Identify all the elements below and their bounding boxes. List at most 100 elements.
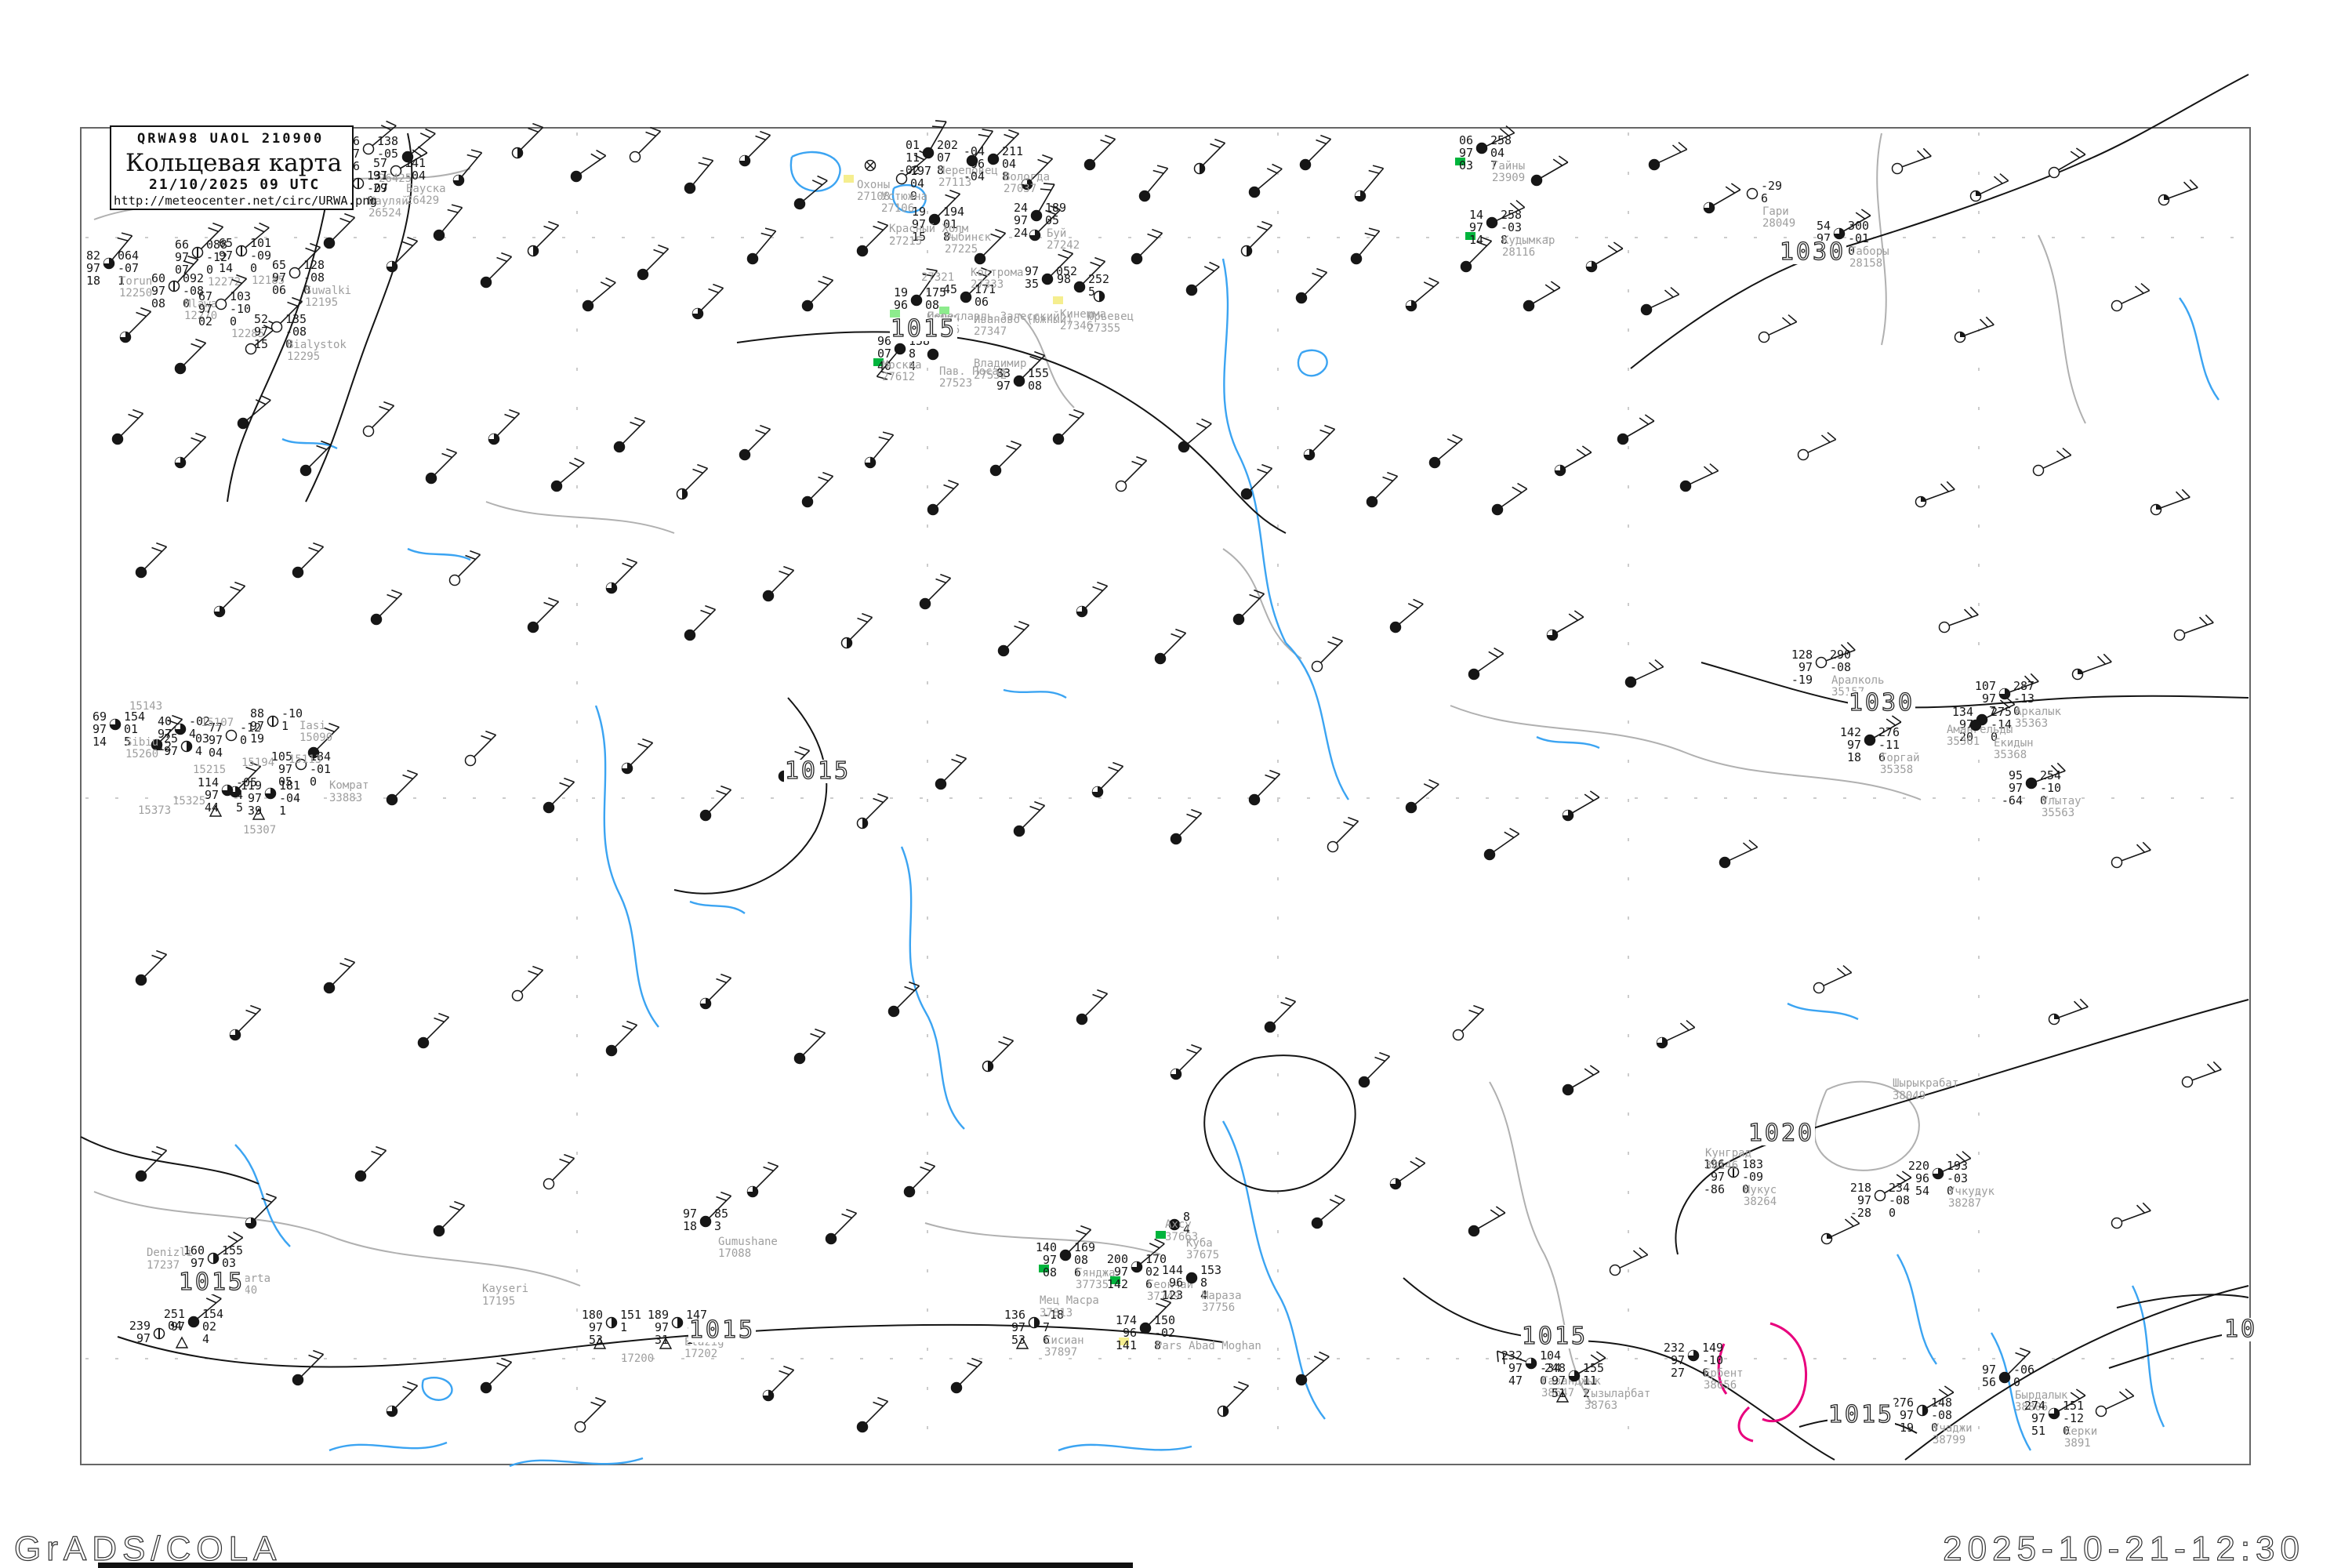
wind-barb-feather (230, 586, 241, 592)
cloud-cover-icon (692, 308, 698, 314)
cloud-cover-icon (1171, 833, 1181, 844)
wind-barb-feather (1050, 205, 1061, 211)
wind-barb-feather (799, 746, 810, 752)
cloud-cover-icon (747, 1186, 753, 1192)
station-mark (605, 1020, 638, 1057)
cloud-cover-icon (1999, 688, 2005, 694)
map-label: Комрат (329, 779, 369, 792)
station-value-right: 0 (1742, 1182, 1749, 1196)
wind-barb-feather (1272, 163, 1283, 170)
station-mark (1170, 808, 1203, 845)
map-label: Ахсу (1165, 1218, 1192, 1231)
station-value-right: 155 (1583, 1361, 1604, 1375)
wind-barb-feather (1999, 699, 2009, 708)
station-mark (1428, 434, 1463, 469)
wind-barb-feather (2075, 147, 2086, 155)
station-value-right: -08 (1931, 1408, 1952, 1422)
station-value-right: 03 (222, 1256, 236, 1270)
wind-barb (2009, 681, 2039, 693)
wind-barb-feather (909, 981, 920, 987)
wind-barb-feather (548, 597, 559, 603)
wind-barb (756, 1165, 779, 1189)
station-value-left: 97 (278, 762, 292, 776)
wind-barb (301, 546, 325, 569)
wind-barb-feather (1320, 134, 1331, 140)
wind-barb (693, 608, 717, 632)
wind-barb (638, 130, 662, 154)
station-value-left: 97 (1798, 660, 1813, 674)
front-path (1762, 1322, 1808, 1423)
wind-barb-feather (1788, 314, 1798, 323)
front-path (1717, 1343, 1728, 1395)
station-value-right: -14 (1991, 717, 2012, 731)
station-mark (452, 149, 483, 187)
isobar-label: 1030 (1849, 689, 1915, 717)
station-id: 12295 (287, 350, 320, 363)
isobar-label: 1015 (179, 1269, 245, 1296)
station-value-left: 97 (1900, 1408, 1914, 1422)
station-mark (974, 228, 1007, 265)
station-value-left: 248 (1544, 1361, 1566, 1375)
cloud-cover-icon (1523, 300, 1534, 311)
cloud-cover-icon (1312, 1218, 1323, 1229)
cloud-cover-icon (517, 147, 523, 158)
cloud-cover-icon (614, 441, 625, 452)
station-id: 38647 (1541, 1387, 1574, 1399)
station-mark (480, 252, 513, 289)
cloud-cover-icon (1155, 653, 1166, 664)
wind-barb-feather (2070, 1392, 2081, 1399)
station-mark (997, 620, 1030, 657)
station-value-right: 8 (1200, 1276, 1207, 1290)
wind-barb (1824, 971, 1853, 986)
isobar-label-bg (178, 1271, 245, 1294)
cloud-cover-icon (187, 741, 192, 752)
station-name: Учкудук (1948, 1185, 1995, 1198)
wind-barb (434, 452, 458, 475)
wind-barb-feather (1505, 125, 1515, 134)
wind-barb-feather (407, 1381, 418, 1387)
river-path (1787, 1002, 1859, 1021)
station-value-left: 82 (86, 249, 100, 263)
station-mark (676, 463, 709, 500)
cloud-cover-icon (2173, 629, 2186, 641)
station-value-left: 06 (272, 283, 286, 297)
isobar-label-bg (890, 318, 957, 341)
station-name: Устюжна (881, 191, 927, 203)
station-value-left: 02 (198, 314, 212, 328)
station-name: Бауска (406, 183, 446, 195)
cloud-cover-icon (426, 473, 437, 484)
station-value-right: 0 (1931, 1421, 1938, 1435)
station-name: Иваново (Южный) (974, 314, 1073, 326)
wind-barb (936, 483, 960, 506)
station-value-right: 151 (620, 1308, 641, 1322)
station-mark (793, 1028, 826, 1065)
cloud-cover-icon (481, 1382, 492, 1393)
station-value-left: 14 (93, 735, 107, 749)
wind-barb-feather (324, 727, 335, 733)
cloud-cover-icon (1186, 1272, 1197, 1283)
station-value-left: 35 (1025, 277, 1039, 291)
station-mark (2111, 1202, 2151, 1229)
cloud-cover-icon (230, 1029, 235, 1035)
cloud-cover-icon (2032, 464, 2045, 477)
station-value-right: 300 (1848, 219, 1869, 233)
wind-barb (372, 125, 397, 147)
wind-barb (771, 569, 795, 593)
map-label: 38049 (1893, 1090, 1926, 1102)
cloud-cover-icon (402, 151, 413, 162)
wind-barb-feather (755, 429, 766, 435)
river-path (281, 437, 338, 450)
wind-barb-feather (451, 204, 463, 209)
cloud-cover-icon (362, 425, 375, 437)
wind-barb (317, 726, 340, 750)
wind-barb (1320, 640, 1344, 663)
wind-barb (461, 152, 483, 177)
station-mark (1491, 482, 1528, 516)
station-mark (1327, 816, 1359, 853)
wind-barb-feather (779, 1370, 789, 1376)
station-value-left: 60 (151, 271, 165, 285)
station-value-right: -10 (1702, 1353, 1723, 1367)
